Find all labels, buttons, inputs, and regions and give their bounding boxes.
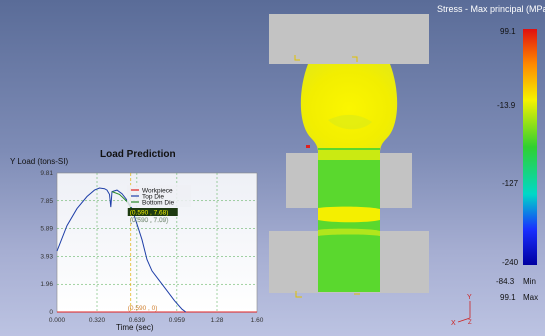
load-prediction-chart: Load Prediction Y Load (tons-SI) 9.81 7.8… — [10, 149, 264, 332]
cursor-readout-top-bg — [127, 208, 178, 216]
top-die — [269, 14, 429, 64]
legend-title: Stress - Max principal (MPa) — [437, 4, 545, 14]
legend-entry: Top Die — [142, 194, 164, 201]
workpiece-red-tip — [306, 145, 310, 148]
chart-cursor[interactable]: (0.590 , 7.68)(0.590 , 7.09) (0.590 , 0) — [127, 173, 178, 312]
chart-xlabel: Time (sec) — [116, 323, 154, 332]
middle-die-left — [286, 153, 318, 208]
chart-title: Load Prediction — [100, 149, 176, 160]
y-tick-label: 9.81 — [40, 170, 53, 177]
legend-min-value: -84.3 — [496, 277, 515, 286]
x-tick-label: 0.000 — [49, 317, 66, 324]
x-tick-label: 1.60 — [251, 317, 264, 324]
workpiece-upper-barrel — [300, 64, 398, 153]
chart-ylabel: Y Load (tons-SI) — [10, 157, 68, 166]
x-tick-label: 1.28 — [211, 317, 224, 324]
workpiece — [300, 64, 398, 292]
series-line-top-die — [56, 187, 187, 313]
colorbar — [523, 29, 537, 265]
legend-entry: Bottom Die — [142, 200, 175, 207]
workpiece-yellow-band-1 — [318, 150, 380, 160]
y-tick-label: 5.89 — [40, 226, 53, 233]
triad-x-label: X — [451, 320, 456, 327]
x-tick-label: 0.639 — [129, 317, 146, 324]
middle-die-right — [380, 153, 412, 208]
axis-triad: Y X Z — [451, 294, 472, 327]
legend-tick-2: -13.9 — [497, 101, 516, 110]
workpiece-lower-bulge — [318, 228, 380, 236]
workpiece-upper-green-patch — [328, 114, 372, 130]
workpiece-yellow-band-2 — [318, 206, 380, 223]
cursor-readout-bottom: (0.590 , 0) — [128, 305, 158, 312]
legend-entry: Workpiece — [142, 188, 173, 195]
legend-min-label: Min — [523, 277, 536, 286]
y-tick-label: 0 — [49, 309, 53, 316]
legend-max-label: Max — [523, 293, 538, 302]
y-tick-label: 1.96 — [40, 281, 53, 288]
y-tick-label: 7.85 — [40, 198, 53, 205]
stress-legend: 99.1 -13.9 -127 -240 -84.3 Min 99.1 Max — [496, 27, 538, 302]
y-tick-label: 3.93 — [40, 253, 53, 260]
x-tick-label: 0.320 — [89, 317, 106, 324]
legend-max-value: 99.1 — [500, 293, 516, 302]
chart-y-ticks: 9.81 7.85 5.89 3.93 1.96 0 — [40, 170, 53, 316]
cursor-readout-top: (0.590 , 7.68) — [130, 210, 169, 217]
legend-tick-3: -127 — [502, 179, 519, 188]
chart-x-ticks: 0.000 0.320 0.639 0.959 1.28 1.60 — [49, 317, 264, 324]
triad-z-label: Z — [468, 320, 472, 326]
legend-tick-min: -240 — [502, 258, 519, 267]
x-tick-label: 0.959 — [169, 317, 186, 324]
cursor-readout-mid: (0.590 , 7.09) — [130, 217, 169, 224]
chart-legend-box — [127, 185, 191, 207]
die-corner-markers — [294, 55, 360, 298]
legend-tick-max: 99.1 — [500, 27, 516, 36]
triad-y-label: Y — [467, 294, 472, 301]
